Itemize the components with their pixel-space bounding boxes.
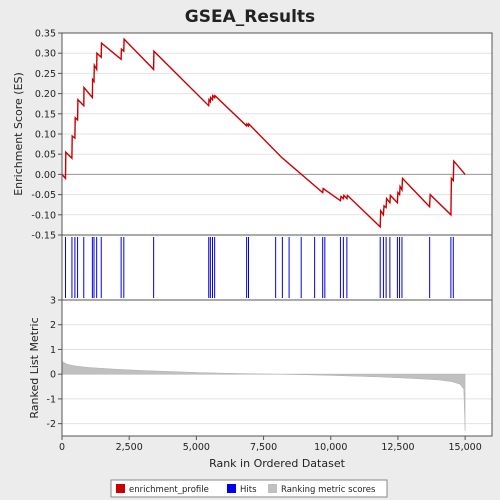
- es-y-tick-label: 0.20: [35, 89, 56, 100]
- metric-plot-frame: [61, 299, 493, 437]
- metric-plot-area: [62, 300, 492, 436]
- es-y-tick-label: -0.15: [31, 231, 56, 242]
- metric-panel: -2 -1 0 1 2 3 0 2,500 5,000 7,500 10,000 12,500 15,…: [28, 296, 493, 470]
- metric-y-tick-label: 2: [50, 320, 56, 331]
- x-axis-label: Rank in Ordered Dataset: [209, 457, 346, 470]
- legend-swatch-ranking-metric-scores: [268, 484, 277, 493]
- metric-y-tick-label: 0: [50, 370, 56, 381]
- legend-label-ranking-metric-scores: Ranking metric scores: [281, 485, 376, 495]
- es-y-tick-label: -0.05: [31, 190, 56, 201]
- legend-box: [110, 479, 388, 498]
- es-y-tick-label: 0.05: [35, 150, 56, 161]
- es-y-tick-label: 0.15: [35, 109, 56, 120]
- x-tick-label: 15,000: [449, 442, 482, 453]
- es-y-tick-label: 0.30: [35, 49, 56, 60]
- legend-item-enrichment-profile: enrichment_profile: [116, 484, 209, 495]
- hits-plot-area: [62, 235, 492, 300]
- legend-label-hits: Hits: [240, 485, 257, 495]
- ranking-metric-area: [61, 359, 466, 432]
- es-y-tick-label: 0.35: [35, 29, 56, 40]
- metric-y-axis-label: Ranked List Metric: [28, 317, 41, 418]
- legend-label-enrichment-profile: enrichment_profile: [129, 485, 209, 495]
- metric-y-ticks: -2 -1 0 1 2 3: [47, 296, 62, 430]
- hits-marks: [64, 237, 454, 298]
- hits-panel: [61, 234, 493, 301]
- x-tick-label: 5,000: [183, 442, 210, 453]
- es-y-tick-label: 0.10: [35, 130, 56, 141]
- es-y-tick-label: -0.10: [31, 210, 56, 221]
- x-tick-label: 12,500: [381, 442, 414, 453]
- legend: enrichment_profile Hits Ranking metric s…: [110, 479, 388, 498]
- x-tick-label: 7,500: [250, 442, 277, 453]
- enrichment-profile-line: [61, 37, 466, 229]
- x-tick-label: 2,500: [116, 442, 143, 453]
- legend-item-ranking-metric-scores: Ranking metric scores: [268, 484, 376, 495]
- es-y-tick-label: 0.00: [35, 170, 56, 181]
- x-tick-label: 0: [59, 442, 65, 453]
- chart-title: GSEA_Results: [185, 7, 315, 27]
- x-tick-label: 10,000: [314, 442, 347, 453]
- legend-swatch-enrichment-profile: [116, 484, 125, 493]
- es-y-ticks: -0.15 -0.10 -0.05 0.00 0.05 0.10 0.15 0.20 0.25 0…: [31, 29, 62, 242]
- es-y-tick-label: 0.25: [35, 69, 56, 80]
- metric-y-tick-label: 3: [50, 296, 56, 307]
- metric-y-tick-label: 1: [50, 345, 56, 356]
- es-y-axis-label: Enrichment Score (ES): [12, 72, 25, 196]
- metric-y-tick-label: -1: [47, 394, 56, 405]
- legend-item-hits: Hits: [227, 484, 257, 495]
- es-panel: -0.15 -0.10 -0.05 0.00 0.05 0.10 0.15 0.20 0.25 0…: [12, 29, 493, 242]
- metric-x-ticks: 0 2,500 5,000 7,500 10,000 12,500 15,000: [59, 436, 482, 453]
- legend-swatch-hits: [227, 484, 236, 493]
- metric-y-tick-label: -2: [47, 419, 56, 430]
